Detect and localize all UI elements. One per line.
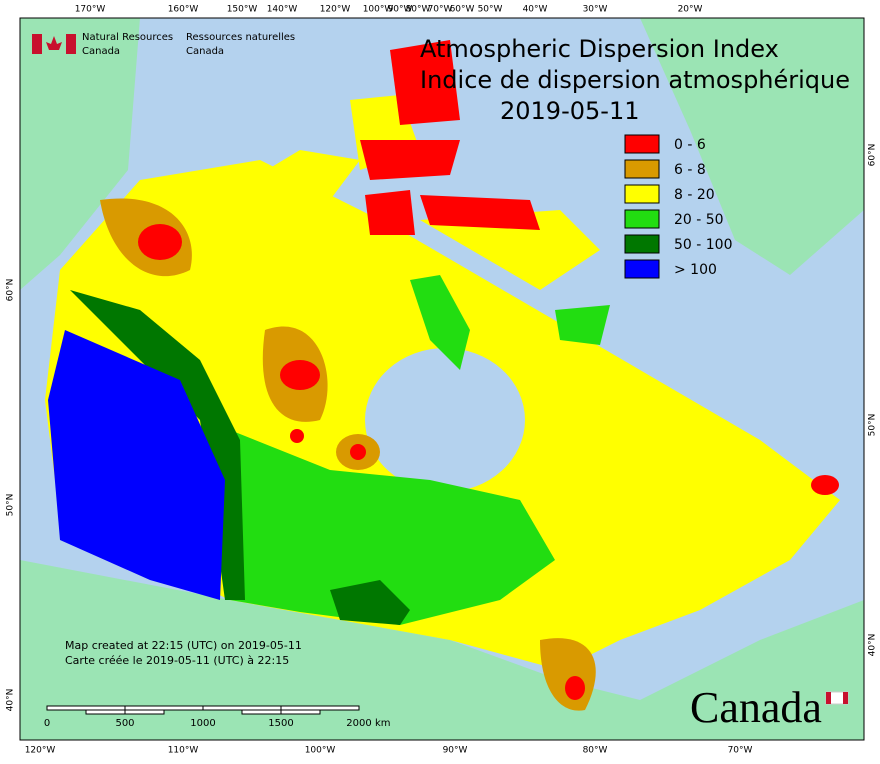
agency-fr: Canada: [186, 46, 224, 57]
scale-label: 1500: [268, 718, 293, 729]
credit: Map created at 22:15 (UTC) on 2019-05-11: [65, 639, 302, 652]
flag-leaf: [46, 36, 62, 50]
agency-en: Natural Resources: [82, 32, 173, 43]
zone-20-50: [230, 430, 555, 625]
agency-en: Canada: [82, 46, 120, 57]
zone-0-6: [565, 676, 585, 700]
longitude-label: 70°W: [428, 5, 453, 15]
flag-bar: [843, 692, 848, 704]
title: Atmospheric Dispersion Index: [420, 35, 779, 63]
legend-label: 50 - 100: [674, 237, 733, 253]
scale-segment: [202, 705, 282, 711]
longitude-label: 150°W: [227, 5, 258, 15]
latitude-label: 40°N: [6, 689, 16, 712]
longitude-label: 120°W: [320, 5, 351, 15]
hudson-bay: [365, 348, 525, 492]
canada: [45, 40, 840, 711]
baffin: [420, 210, 600, 290]
scale-segment: [46, 705, 126, 711]
longitude-label: 80°W: [406, 5, 431, 15]
longitude-label: 80°W: [583, 746, 608, 756]
legend: 0 - 6 6 - 8 8 - 20 20 - 50 50 - 100 > 100: [624, 134, 733, 279]
frame: [19, 17, 865, 741]
scale-label: 2000: [346, 718, 371, 729]
legend-label: 0 - 6: [674, 137, 706, 153]
scale-segment: [124, 705, 204, 711]
zone-0-6: [390, 40, 460, 125]
flag-bar: [826, 692, 831, 704]
zone-above-100: [48, 330, 225, 600]
canada-flag: [825, 691, 849, 705]
flag-bar: [66, 34, 76, 54]
zone-0-6: [365, 190, 415, 235]
longitude-label: 30°W: [583, 5, 608, 15]
nrcan-flag: [32, 34, 76, 54]
alaska: [20, 18, 140, 290]
zone-0-6: [290, 429, 304, 443]
scale-label: 0: [44, 718, 50, 729]
longitude-label: 110°W: [168, 746, 199, 756]
longitude-label: 170°W: [75, 5, 106, 15]
scale-label: 1000: [190, 718, 215, 729]
scale-segment: [124, 709, 165, 715]
scale-bar: 0 500 1000 1500 2000 km: [44, 705, 391, 729]
legend-label: > 100: [674, 262, 717, 278]
credit: Carte créée le 2019-05-11 (UTC) à 22:15: [65, 654, 289, 667]
latitude-label: 50°N: [868, 414, 878, 437]
longitude-label: 160°W: [168, 5, 199, 15]
greenland: [640, 18, 864, 275]
legend-label: 8 - 20: [674, 187, 715, 203]
legend-swatch: [624, 259, 660, 279]
zone-20-50: [555, 305, 610, 345]
agency-fr: Ressources naturelles: [186, 32, 295, 43]
longitude-label: 60°W: [450, 5, 475, 15]
legend-label: 6 - 8: [674, 162, 706, 178]
wordmark: Canada: [690, 683, 822, 732]
zone-50-100: [330, 580, 410, 625]
zone-0-6: [360, 140, 460, 180]
latitude-label: 60°N: [868, 144, 878, 167]
zone-0-6: [350, 444, 366, 460]
scale-label: 500: [115, 718, 134, 729]
zone-0-6: [420, 195, 540, 230]
scale-segment: [241, 709, 282, 715]
scale-segment: [85, 709, 126, 715]
zone-0-6: [138, 224, 182, 260]
flag-bar: [32, 34, 42, 54]
zone-0-6: [811, 475, 839, 495]
longitude-label: 120°W: [25, 746, 56, 756]
latitude-label: 60°N: [6, 279, 16, 302]
usa: [20, 560, 864, 740]
legend-label: 20 - 50: [674, 212, 724, 228]
longitude-label: 140°W: [267, 5, 298, 15]
legend-swatch: [624, 159, 660, 179]
legend-swatch: [624, 234, 660, 254]
scale-unit: km: [375, 718, 391, 729]
zone-0-6: [280, 360, 320, 390]
longitude-label: 20°W: [678, 5, 703, 15]
longitude-label: 90°W: [388, 5, 413, 15]
graticule-labels: 170°W 160°W 150°W 140°W 120°W 100°W90°W80°W70…: [6, 5, 878, 756]
longitude-label: 50°W: [478, 5, 503, 15]
legend-swatch: [624, 134, 660, 154]
foreign-land: [20, 18, 864, 740]
legend-swatch: [624, 184, 660, 204]
zone-50-100: [70, 290, 245, 600]
longitude-label: 90°W: [443, 746, 468, 756]
latitude-label: 50°N: [6, 494, 16, 517]
zone-20-50: [410, 275, 470, 370]
title: Indice de dispersion atmosphérique: [420, 66, 850, 94]
latitude-label: 40°N: [868, 634, 878, 657]
scale-segment: [280, 705, 360, 711]
scale-segment: [280, 709, 321, 715]
longitude-label: 70°W: [728, 746, 753, 756]
date: 2019-05-11: [500, 97, 639, 125]
longitude-label: 100°W: [305, 746, 336, 756]
longitude-label: 40°W: [523, 5, 548, 15]
legend-swatch: [624, 209, 660, 229]
longitude-label: 100°W: [363, 5, 394, 15]
arctic-island: [250, 150, 360, 200]
